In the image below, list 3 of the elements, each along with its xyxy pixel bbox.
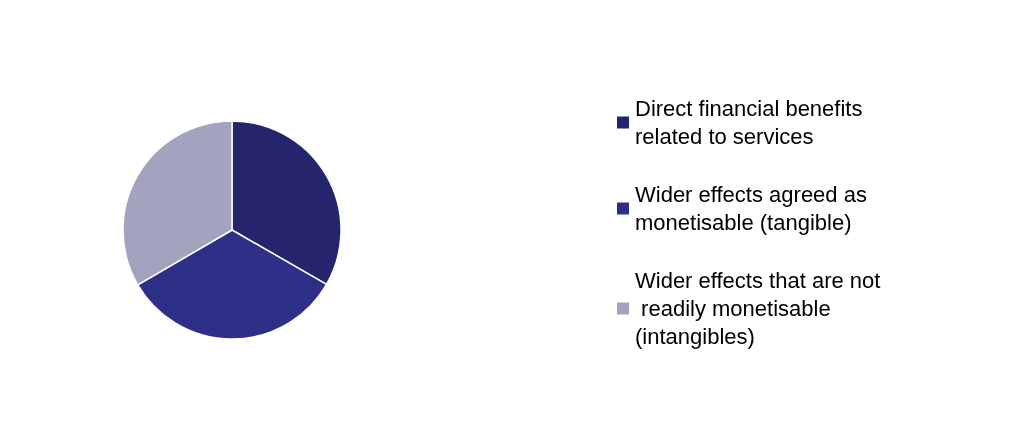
legend-label: Wider effects agreed as monetisable (tangible) <box>635 182 874 235</box>
legend-label: Wider effects that are not readily monetisable (intangibles) <box>635 268 881 349</box>
legend-label: Direct financial benefits related to services <box>635 96 869 149</box>
